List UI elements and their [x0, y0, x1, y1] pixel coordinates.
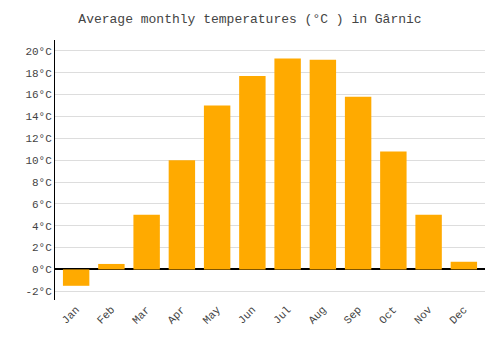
svg-text:May: May	[201, 304, 224, 327]
svg-text:Jan: Jan	[60, 304, 82, 326]
svg-text:Nov: Nov	[412, 304, 435, 327]
svg-text:Oct: Oct	[377, 304, 399, 326]
svg-text:Sep: Sep	[342, 304, 364, 326]
svg-text:Mar: Mar	[130, 304, 152, 326]
svg-text:Feb: Feb	[95, 304, 117, 326]
svg-text:0°C: 0°C	[32, 264, 52, 276]
svg-text:4°C: 4°C	[32, 221, 52, 233]
svg-text:14°C: 14°C	[25, 111, 52, 123]
svg-text:12°C: 12°C	[25, 133, 52, 145]
svg-text:Jul: Jul	[271, 304, 293, 326]
svg-text:6°C: 6°C	[32, 199, 52, 211]
svg-text:10°C: 10°C	[25, 155, 52, 167]
svg-text:Aug: Aug	[306, 304, 328, 326]
svg-text:8°C: 8°C	[32, 177, 52, 189]
svg-text:Dec: Dec	[447, 304, 469, 326]
svg-text:2°C: 2°C	[32, 242, 52, 254]
svg-text:20°C: 20°C	[25, 46, 52, 58]
svg-text:16°C: 16°C	[25, 89, 52, 101]
svg-text:Apr: Apr	[165, 304, 187, 326]
svg-text:-2°C: -2°C	[25, 286, 52, 298]
svg-text:18°C: 18°C	[25, 68, 52, 80]
svg-text:Average monthly temperatures (: Average monthly temperatures (°C ) in Gâ…	[78, 12, 421, 27]
svg-text:Jun: Jun	[236, 304, 258, 326]
